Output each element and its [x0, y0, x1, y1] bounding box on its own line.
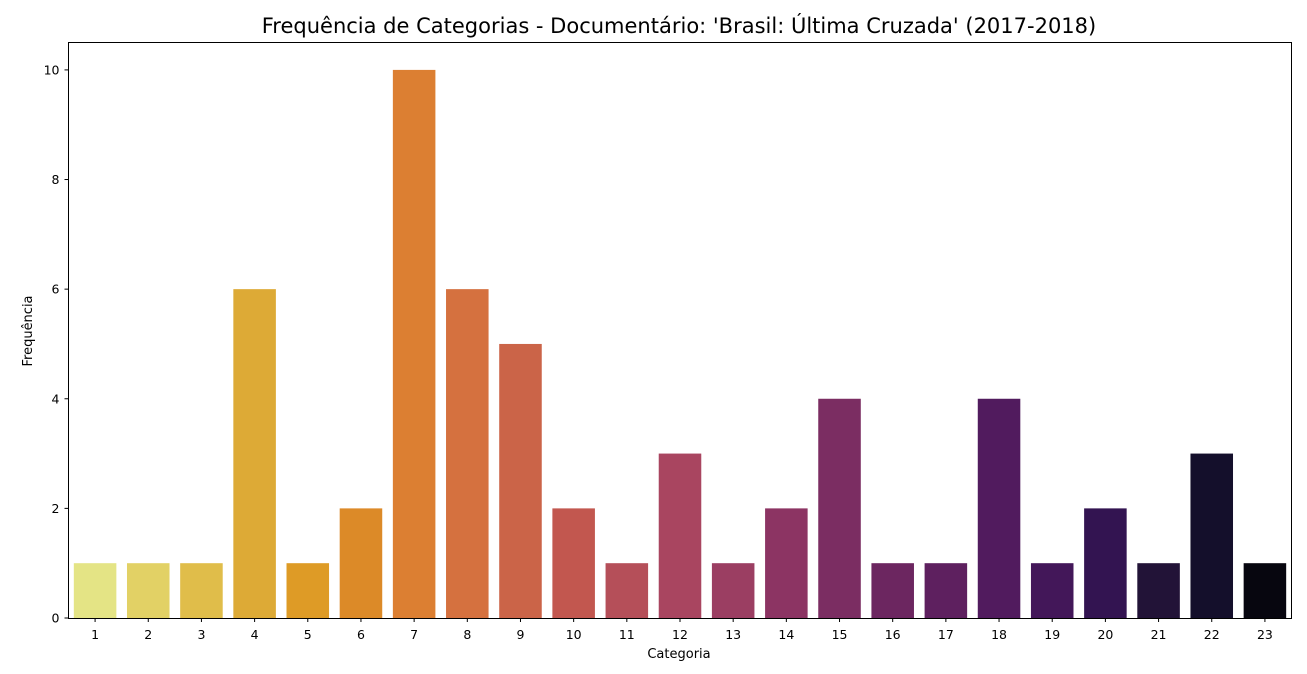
bar-1	[73, 563, 117, 618]
x-tick-label: 9	[517, 627, 525, 642]
bar-8	[446, 289, 489, 618]
bar-15	[818, 398, 861, 618]
x-tick-label: 2	[144, 627, 152, 642]
x-tick-label: 4	[251, 627, 259, 642]
bars-group	[73, 69, 1287, 618]
x-tick-label: 3	[197, 627, 205, 642]
y-axis-label: Frequência	[21, 295, 36, 366]
x-axis-label: Categoria	[647, 647, 710, 662]
x-tick-label: 14	[778, 627, 794, 642]
y-axis: 0 2 4 6 8 10	[44, 62, 69, 626]
x-tick-label: 20	[1097, 627, 1113, 642]
bar-23	[1243, 563, 1287, 618]
bar-4	[233, 289, 276, 618]
bar-9	[499, 343, 542, 618]
y-tick-label: 0	[52, 611, 60, 626]
x-tick-label: 15	[832, 627, 848, 642]
x-tick-label: 8	[463, 627, 471, 642]
x-tick-label: 1	[91, 627, 99, 642]
y-tick-label: 6	[52, 282, 60, 297]
bar-17	[924, 563, 968, 618]
bar-18	[977, 398, 1021, 618]
bar-10	[552, 508, 595, 618]
bar-22	[1190, 453, 1234, 618]
x-tick-label: 16	[885, 627, 901, 642]
x-tick-label: 23	[1257, 627, 1273, 642]
bar-3	[180, 563, 223, 618]
x-tick-label: 12	[672, 627, 688, 642]
bar-7	[392, 69, 436, 618]
x-tick-label: 19	[1044, 627, 1060, 642]
bar-11	[605, 563, 649, 618]
bar-5	[286, 563, 330, 618]
x-tick-label: 7	[410, 627, 418, 642]
chart-title: Frequência de Categorias - Documentário:…	[262, 13, 1096, 38]
x-tick-label: 5	[304, 627, 312, 642]
x-tick-label: 21	[1151, 627, 1167, 642]
y-tick-label: 4	[52, 391, 60, 406]
bar-12	[658, 453, 702, 618]
x-tick-label: 17	[938, 627, 954, 642]
x-tick-label: 6	[357, 627, 365, 642]
y-tick-label: 8	[52, 172, 60, 187]
plot-frame	[68, 42, 1292, 619]
y-tick-label: 10	[44, 62, 60, 77]
bar-20	[1084, 508, 1127, 618]
x-tick-label: 11	[619, 627, 635, 642]
y-tick-label: 2	[52, 501, 60, 516]
bar-16	[871, 563, 914, 618]
bar-19	[1030, 563, 1074, 618]
x-tick-label: 22	[1204, 627, 1220, 642]
x-tick-label: 10	[566, 627, 582, 642]
x-axis: 1 2 3 4 5 6 7 8 9 10 11 12 13 14 15 16 17 18 19 20 21 22 23	[91, 618, 1273, 642]
x-tick-label: 18	[991, 627, 1007, 642]
x-tick-label: 13	[725, 627, 741, 642]
bar-2	[126, 563, 170, 618]
bar-6	[339, 508, 383, 618]
bar-13	[711, 563, 755, 618]
bar-14	[765, 508, 808, 618]
bar-21	[1137, 563, 1180, 618]
